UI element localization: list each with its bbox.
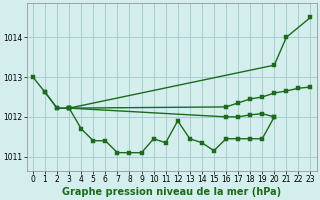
X-axis label: Graphe pression niveau de la mer (hPa): Graphe pression niveau de la mer (hPa)	[62, 187, 281, 197]
